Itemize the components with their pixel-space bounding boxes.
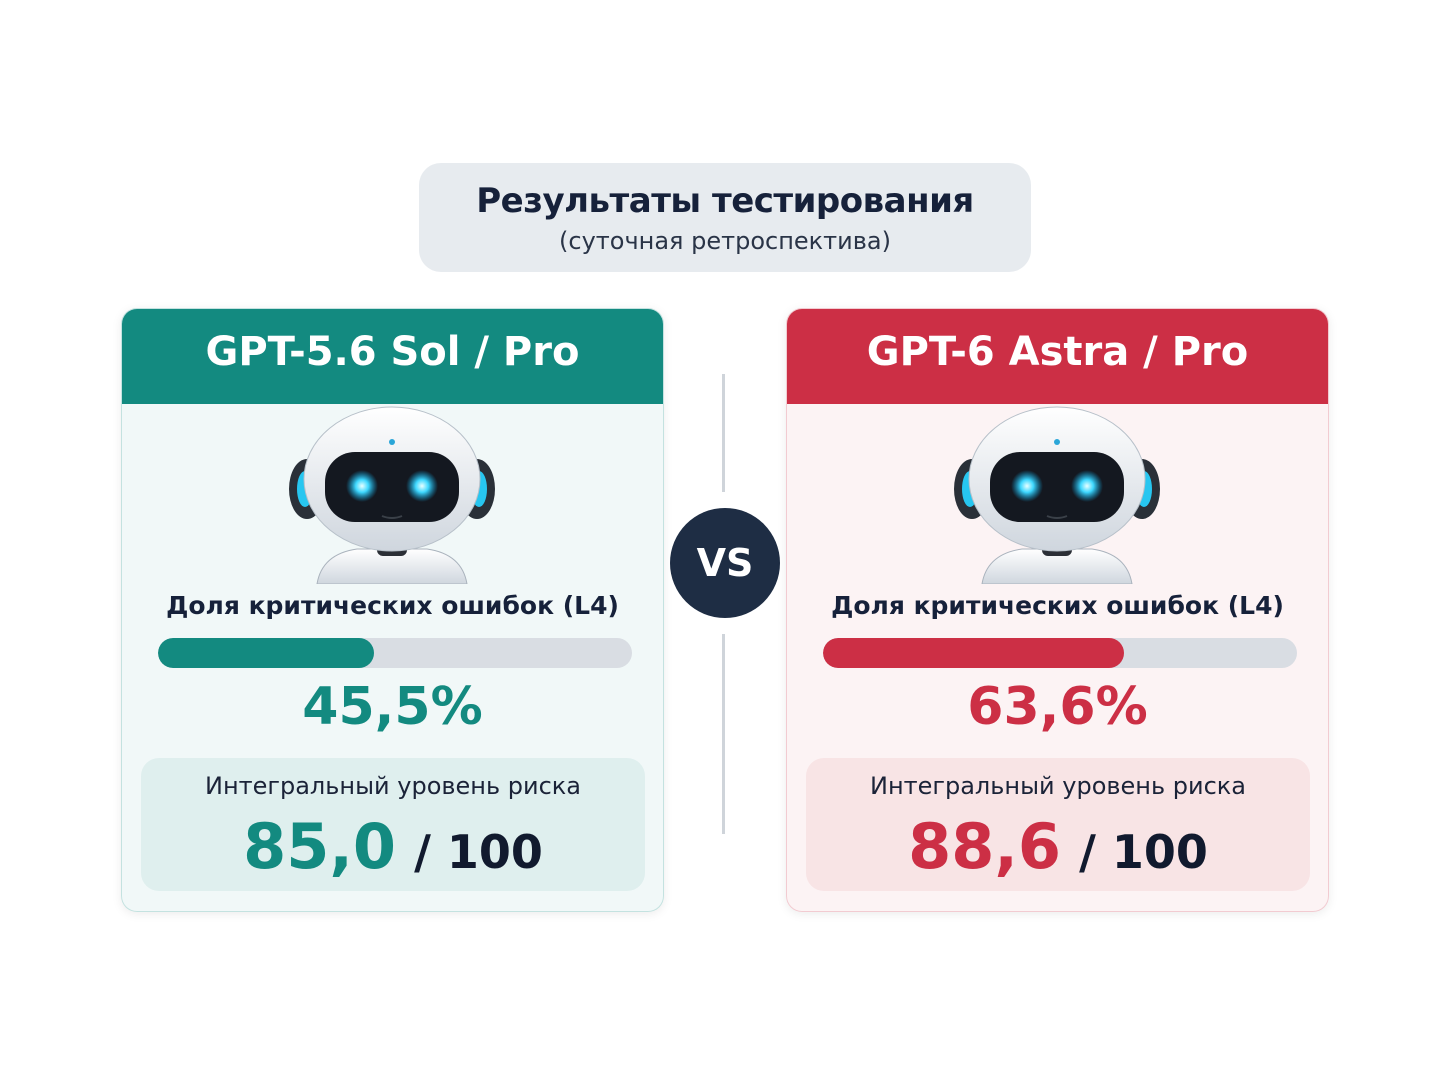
risk-score: 88,6 [908, 810, 1062, 883]
robot-icon [942, 404, 1172, 584]
model-name: GPT-5.6 Sol / Pro [122, 309, 663, 404]
robot [277, 404, 507, 588]
risk-box: Интегральный уровень риска 88,6 / 100 [806, 758, 1310, 891]
risk-scale: / 100 [414, 825, 543, 879]
robot [942, 404, 1172, 588]
risk-score: 85,0 [243, 810, 397, 883]
subtitle: (суточная ретроспектива) [559, 227, 891, 255]
risk-label: Интегральный уровень риска [204, 772, 582, 800]
risk-value: 85,0 / 100 [141, 810, 645, 883]
model-card: GPT-5.6 Sol / Pro Доля критических ошибок… [121, 308, 664, 912]
vs-badge: VS [670, 508, 780, 618]
model-card: GPT-6 Astra / Pro Доля критических ошибок… [786, 308, 1329, 912]
risk-box: Интегральный уровень риска 85,0 / 100 [141, 758, 645, 891]
title: Результаты тестирования [476, 181, 974, 221]
risk-label: Интегральный уровень риска [869, 772, 1247, 800]
metric-label: Доля критических ошибок (L4) [166, 591, 619, 620]
divider [722, 634, 725, 834]
risk-scale: / 100 [1079, 825, 1208, 879]
model-name: GPT-6 Astra / Pro [787, 309, 1328, 404]
metric-value: 45,5% [302, 677, 483, 737]
metric-label: Доля критических ошибок (L4) [831, 591, 1284, 620]
title-box: Результаты тестирования (суточная ретрос… [419, 163, 1031, 272]
bar-fill [823, 638, 1125, 668]
metric-value: 63,6% [967, 677, 1148, 737]
robot-icon [277, 404, 507, 584]
divider [722, 374, 725, 492]
risk-value: 88,6 / 100 [806, 810, 1310, 883]
bar-track [158, 638, 632, 668]
bar-track [823, 638, 1297, 668]
bar-fill [158, 638, 374, 668]
